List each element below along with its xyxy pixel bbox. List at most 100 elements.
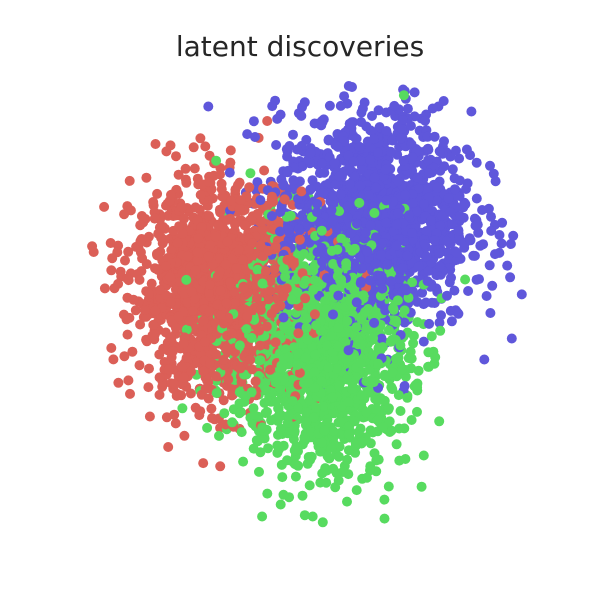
scatter-point xyxy=(216,178,227,189)
scatter-point xyxy=(108,354,119,365)
scatter-point xyxy=(407,152,418,163)
scatter-point xyxy=(190,265,201,276)
scatter-point xyxy=(278,321,289,332)
scatter-point xyxy=(282,254,293,265)
scatter-point xyxy=(287,396,298,407)
scatter-point xyxy=(354,141,365,152)
scatter-point xyxy=(333,451,344,462)
scatter-point xyxy=(254,466,264,477)
scatter-point xyxy=(343,81,354,91)
scatter-point xyxy=(339,136,350,147)
scatter-point xyxy=(502,260,513,271)
scatter-point xyxy=(438,96,449,106)
scatter-point xyxy=(462,178,473,189)
scatter-point xyxy=(443,193,454,204)
scatter-point xyxy=(256,217,267,227)
scatter-point xyxy=(506,333,517,344)
scatter-point xyxy=(242,311,253,322)
scatter-point xyxy=(179,430,190,441)
scatter-point xyxy=(275,226,285,237)
scatter-point xyxy=(227,253,238,264)
scatter-point xyxy=(392,176,403,187)
scatter-point xyxy=(163,442,174,452)
scatter-point xyxy=(365,154,376,165)
scatter-point xyxy=(351,218,362,229)
scatter-point xyxy=(346,384,357,394)
scatter-point xyxy=(380,164,391,175)
scatter-point xyxy=(332,141,343,152)
scatter-point xyxy=(270,396,281,407)
scatter-point xyxy=(451,254,462,265)
scatter-point xyxy=(244,182,255,193)
scatter-point xyxy=(460,274,471,285)
scatter-point xyxy=(331,363,342,374)
scatter-point xyxy=(288,175,299,186)
scatter-point xyxy=(434,261,445,272)
scatter-point xyxy=(351,322,362,333)
scatter-point xyxy=(141,259,152,270)
scatter-point xyxy=(319,167,330,178)
scatter-point xyxy=(163,364,174,375)
scatter-point xyxy=(367,427,378,438)
scatter-point xyxy=(262,116,273,126)
scatter-point xyxy=(342,201,353,212)
scatter-point xyxy=(408,338,419,349)
scatter-point xyxy=(250,376,261,387)
scatter-point xyxy=(327,215,338,226)
scatter-point xyxy=(179,213,189,224)
scatter-point xyxy=(190,202,201,213)
scatter-point xyxy=(396,364,407,375)
scatter-point xyxy=(427,103,438,114)
scatter-point xyxy=(383,403,394,414)
scatter-point xyxy=(278,489,289,500)
scatter-point xyxy=(304,237,315,248)
scatter-point xyxy=(505,272,516,283)
scatter-point xyxy=(263,245,274,256)
scatter-point xyxy=(237,254,248,265)
scatter-point xyxy=(280,271,291,282)
scatter-point xyxy=(192,255,203,266)
scatter-point xyxy=(330,179,341,190)
scatter-point xyxy=(481,291,492,301)
scatter-point xyxy=(198,458,209,469)
scatter-point xyxy=(280,344,291,355)
scatter-point xyxy=(235,363,246,374)
scatter-point xyxy=(416,481,427,492)
scatter-point xyxy=(351,297,362,308)
scatter-point xyxy=(417,287,428,298)
scatter-point xyxy=(170,322,181,333)
scatter-point xyxy=(255,355,266,366)
scatter-point xyxy=(153,265,164,276)
scatter-point xyxy=(384,416,395,427)
scatter-point xyxy=(369,208,380,218)
scatter-point xyxy=(309,382,320,393)
scatter-point xyxy=(260,266,271,276)
scatter-point xyxy=(214,266,225,277)
scatter-point xyxy=(408,198,419,208)
scatter-point xyxy=(173,311,184,322)
scatter-point xyxy=(436,310,446,321)
scatter-point xyxy=(288,129,298,140)
scatter-point xyxy=(248,116,259,127)
scatter-point xyxy=(252,177,263,188)
scatter-point xyxy=(170,418,181,429)
scatter-point xyxy=(333,322,344,333)
scatter-point xyxy=(423,265,434,276)
scatter-point xyxy=(326,245,337,256)
scatter-point xyxy=(202,422,213,433)
scatter-point xyxy=(430,352,441,363)
scatter-point xyxy=(486,211,496,222)
scatter-point xyxy=(130,305,141,316)
scatter-point xyxy=(426,215,436,226)
scatter-point xyxy=(99,201,110,212)
scatter-point xyxy=(195,133,206,144)
scatter-point xyxy=(419,199,429,210)
scatter-point xyxy=(447,164,458,175)
scatter-point xyxy=(451,247,462,258)
scatter-point xyxy=(105,238,116,248)
scatter-point xyxy=(379,513,390,524)
scatter-point xyxy=(397,263,408,274)
scatter-point xyxy=(144,288,154,299)
scatter-point xyxy=(245,168,256,179)
